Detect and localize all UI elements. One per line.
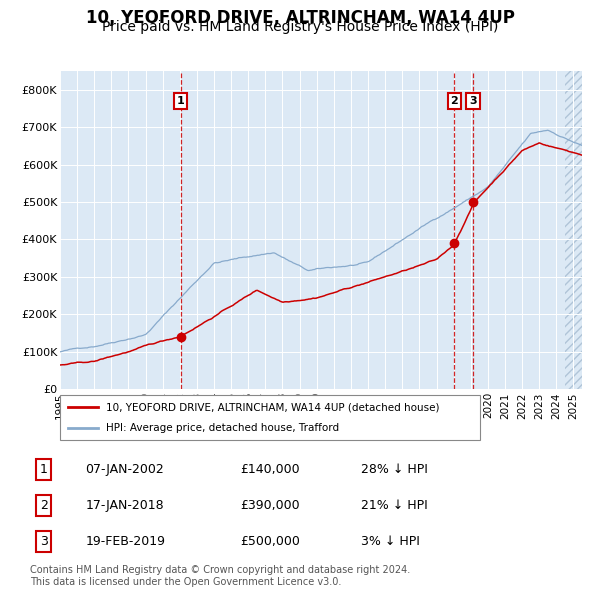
Text: 3% ↓ HPI: 3% ↓ HPI: [361, 535, 420, 548]
Text: 1: 1: [177, 96, 185, 106]
Text: 28% ↓ HPI: 28% ↓ HPI: [361, 463, 428, 476]
Text: HPI: Average price, detached house, Trafford: HPI: Average price, detached house, Traf…: [106, 422, 340, 432]
Text: 2: 2: [451, 96, 458, 106]
Text: 10, YEOFORD DRIVE, ALTRINCHAM, WA14 4UP (detached house): 10, YEOFORD DRIVE, ALTRINCHAM, WA14 4UP …: [106, 402, 440, 412]
Bar: [565, 71, 582, 389]
Text: 10, YEOFORD DRIVE, ALTRINCHAM, WA14 4UP: 10, YEOFORD DRIVE, ALTRINCHAM, WA14 4UP: [86, 9, 514, 27]
Text: 1: 1: [40, 463, 48, 476]
Text: £500,000: £500,000: [240, 535, 299, 548]
Text: 3: 3: [469, 96, 477, 106]
Text: 2: 2: [40, 499, 48, 512]
Text: £140,000: £140,000: [240, 463, 299, 476]
Text: 3: 3: [40, 535, 48, 548]
FancyBboxPatch shape: [60, 395, 480, 440]
Text: 21% ↓ HPI: 21% ↓ HPI: [361, 499, 428, 512]
Text: £390,000: £390,000: [240, 499, 299, 512]
Text: Contains HM Land Registry data © Crown copyright and database right 2024.
This d: Contains HM Land Registry data © Crown c…: [30, 565, 410, 587]
Text: 19-FEB-2019: 19-FEB-2019: [85, 535, 165, 548]
Text: 17-JAN-2018: 17-JAN-2018: [85, 499, 164, 512]
Text: Price paid vs. HM Land Registry's House Price Index (HPI): Price paid vs. HM Land Registry's House …: [102, 20, 498, 34]
Text: 07-JAN-2002: 07-JAN-2002: [85, 463, 164, 476]
